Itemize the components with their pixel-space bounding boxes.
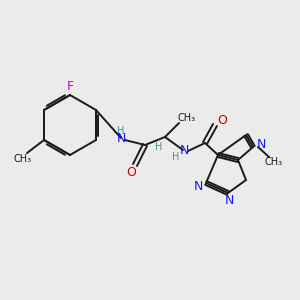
Text: N: N xyxy=(179,143,189,157)
Text: O: O xyxy=(126,167,136,179)
Text: H: H xyxy=(117,126,125,136)
Text: CH₃: CH₃ xyxy=(14,154,32,164)
Text: N: N xyxy=(116,131,126,145)
Text: H: H xyxy=(172,152,180,162)
Text: CH₃: CH₃ xyxy=(265,157,283,167)
Text: N: N xyxy=(256,139,266,152)
Text: N: N xyxy=(224,194,234,208)
Text: N: N xyxy=(193,181,203,194)
Text: H: H xyxy=(155,142,163,152)
Text: CH₃: CH₃ xyxy=(178,113,196,123)
Text: F: F xyxy=(66,80,74,92)
Text: O: O xyxy=(217,113,227,127)
